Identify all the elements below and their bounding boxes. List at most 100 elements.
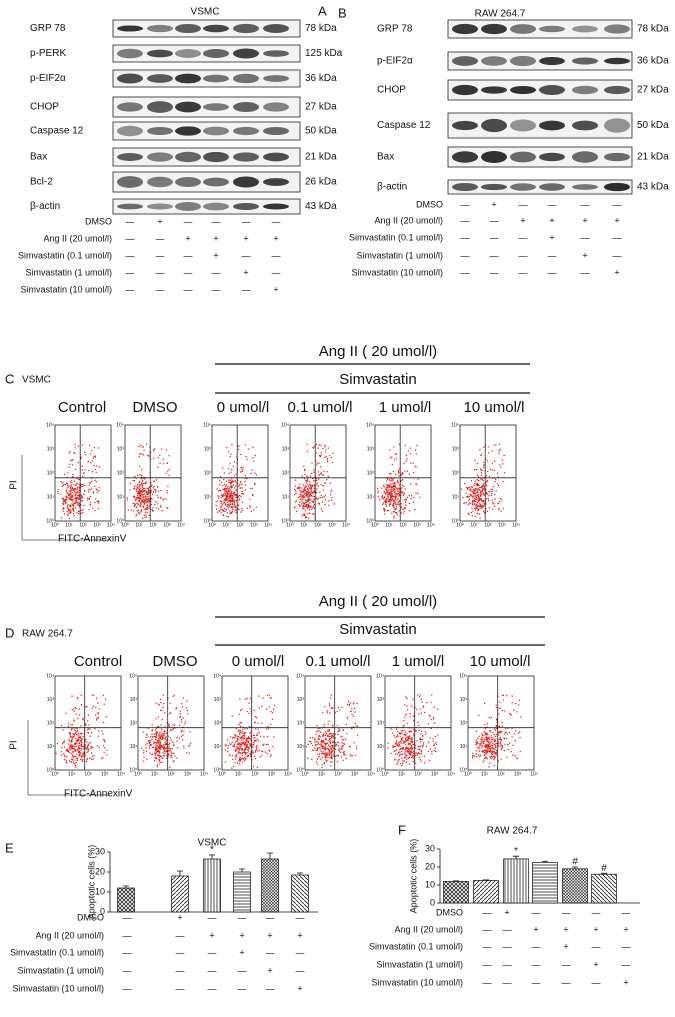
blot-band <box>572 120 598 131</box>
event-dot <box>66 756 68 758</box>
event-dot <box>307 500 309 502</box>
event-dot <box>486 758 488 760</box>
axis-tick-label: 10³ <box>460 697 468 703</box>
axis-tick-label: 10³ <box>297 697 305 703</box>
event-dot <box>497 509 500 511</box>
event-dot <box>398 471 400 473</box>
event-dot <box>88 749 90 751</box>
event-dot <box>238 749 240 751</box>
event-dot <box>354 711 356 713</box>
event-dot <box>394 746 396 748</box>
event-dot <box>308 495 310 497</box>
event-dot <box>475 489 477 491</box>
event-dot <box>340 748 342 750</box>
y-tick-label: 0 <box>430 897 435 907</box>
event-dot <box>316 748 319 750</box>
event-dot <box>330 707 332 709</box>
event-dot <box>311 486 313 489</box>
event-dot <box>312 447 315 449</box>
event-dot <box>149 743 152 746</box>
event-dot <box>89 735 91 737</box>
event-dot <box>76 757 79 759</box>
sample-label: 1 umol/l <box>379 399 432 416</box>
event-dot <box>80 512 83 515</box>
event-dot <box>468 495 470 498</box>
treatment-sign: — <box>519 232 528 242</box>
blot-band <box>175 73 201 84</box>
event-dot <box>231 478 233 480</box>
event-dot <box>245 477 248 480</box>
event-dot <box>308 493 310 495</box>
event-dot <box>491 738 493 741</box>
event-dot <box>469 493 471 495</box>
event-dot <box>145 514 147 516</box>
event-dot <box>148 740 150 742</box>
axis-tick-label: 10² <box>282 470 290 476</box>
event-dot <box>254 737 256 739</box>
event-dot <box>234 506 236 509</box>
event-dot <box>67 723 70 725</box>
event-dot <box>337 706 340 709</box>
event-dot <box>80 743 83 745</box>
event-dot <box>428 714 430 717</box>
event-dot <box>242 466 244 469</box>
event-dot <box>140 493 142 496</box>
event-dot <box>302 496 304 499</box>
event-dot <box>323 751 325 753</box>
event-dot <box>90 758 93 760</box>
event-dot <box>330 747 332 749</box>
event-dot <box>171 756 173 759</box>
protein-label: CHOP <box>30 102 59 113</box>
event-dot <box>66 482 69 485</box>
event-dot <box>168 713 171 715</box>
event-dot <box>78 489 80 491</box>
event-dot <box>238 485 240 488</box>
event-dot <box>494 493 496 496</box>
axis-tick-label: 10² <box>334 771 342 777</box>
bar <box>562 868 588 904</box>
event-dot <box>80 739 82 742</box>
event-dot <box>398 744 401 746</box>
blot-band <box>604 24 630 34</box>
event-dot <box>222 502 224 504</box>
event-dot <box>398 487 400 489</box>
event-dot <box>234 761 236 764</box>
event-dot <box>97 716 100 719</box>
event-dot <box>63 758 66 761</box>
error-bar <box>513 855 519 859</box>
treatment-sign: — <box>490 267 499 277</box>
event-dot <box>72 756 74 758</box>
event-dot <box>499 736 502 739</box>
event-dot <box>269 755 272 758</box>
event-dot <box>405 744 407 746</box>
protein-label: GRP 78 <box>377 24 413 35</box>
event-dot <box>248 712 250 715</box>
event-dot <box>499 701 501 703</box>
event-dot <box>399 740 401 742</box>
treatment-sign: — <box>156 250 165 260</box>
event-dot <box>151 729 154 731</box>
event-dot <box>479 517 481 519</box>
event-dot <box>141 453 143 455</box>
event-dot <box>237 448 240 451</box>
blot-band <box>147 152 173 162</box>
event-dot <box>267 736 269 738</box>
event-dot <box>392 746 394 749</box>
axis-tick-label: 10¹ <box>130 744 138 750</box>
event-dot <box>185 707 188 709</box>
treatment-sign: — <box>242 216 251 226</box>
event-dot <box>229 463 231 465</box>
blot-band <box>510 55 536 67</box>
event-dot <box>71 709 74 711</box>
event-dot <box>74 447 77 449</box>
event-dot <box>249 732 251 734</box>
treatment-sign: + <box>614 215 619 225</box>
event-dot <box>316 724 318 727</box>
event-dot <box>479 754 482 756</box>
event-dot <box>66 507 69 509</box>
event-dot <box>398 510 400 512</box>
event-dot <box>243 760 246 762</box>
axis-tick-label: 10⁰ <box>121 522 129 528</box>
event-dot <box>168 468 170 470</box>
event-dot <box>96 491 99 493</box>
